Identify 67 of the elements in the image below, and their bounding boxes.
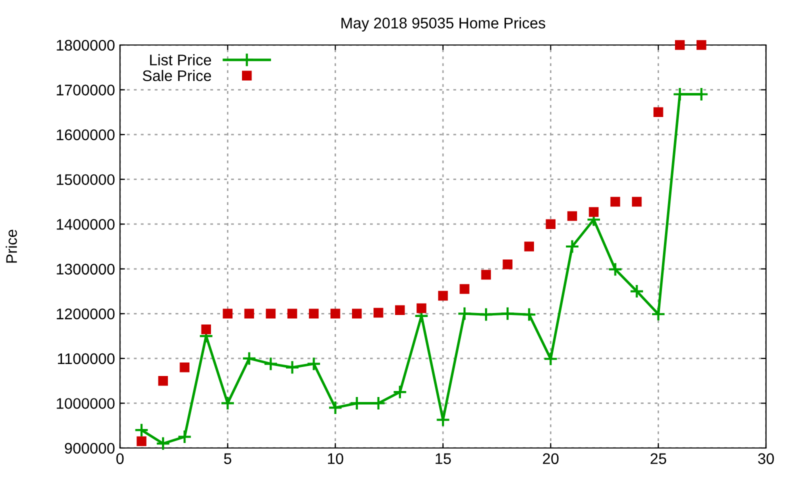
point [632, 196, 642, 207]
point [651, 306, 666, 322]
y-tick-label: 1800000 [56, 40, 115, 51]
x-tick-label: 10 [328, 453, 344, 464]
point [392, 384, 408, 400]
point [352, 308, 362, 319]
legend-label: Sale Price [142, 70, 212, 82]
point [330, 308, 340, 319]
point [306, 356, 322, 372]
point [588, 207, 599, 217]
point [524, 242, 534, 252]
y-tick-label: 1700000 [56, 84, 115, 96]
point [308, 308, 319, 319]
point [242, 351, 256, 366]
point [395, 305, 405, 315]
y-tick-label: 1400000 [56, 218, 115, 230]
point [653, 107, 664, 118]
point [244, 308, 254, 319]
point [136, 436, 146, 446]
x-tick-label: 5 [224, 453, 232, 464]
point [478, 307, 494, 322]
x-tick-label: 20 [542, 453, 559, 464]
y-tick-label: 1000000 [56, 398, 115, 409]
point [201, 324, 211, 334]
y-tick-label: 900000 [64, 442, 115, 454]
point [457, 306, 472, 321]
point [180, 362, 190, 372]
point [374, 308, 384, 318]
point [156, 436, 170, 451]
point [287, 308, 298, 319]
point [416, 303, 426, 314]
point [608, 262, 623, 277]
point [222, 308, 233, 319]
point [564, 239, 580, 254]
point [266, 308, 276, 319]
point [696, 40, 706, 50]
x-tick-label: 30 [758, 453, 774, 464]
y-tick-label: 1300000 [56, 264, 115, 275]
point [284, 360, 300, 375]
point [543, 352, 558, 366]
point [522, 307, 536, 322]
x-tick-label: 25 [650, 453, 666, 464]
y-tick-label: 1100000 [58, 353, 115, 364]
point [500, 306, 515, 321]
point [177, 430, 192, 444]
legend-label: List Price [150, 54, 212, 66]
point [328, 400, 343, 415]
y-axis-title: Price [6, 230, 17, 263]
y-tick-label: 1500000 [56, 174, 115, 186]
point [158, 376, 168, 386]
point [460, 284, 470, 294]
x-tick-label: 15 [436, 453, 451, 464]
x-tick-label: 0 [116, 453, 124, 464]
point [546, 219, 556, 229]
y-tick-label: 1600000 [56, 129, 115, 140]
chart-title: May 2018 95035 Home Prices [342, 17, 546, 32]
point [630, 284, 644, 299]
point [134, 422, 149, 438]
point [610, 196, 620, 207]
point [263, 356, 278, 372]
point [502, 260, 512, 270]
point [567, 211, 578, 221]
point [220, 396, 235, 411]
point [481, 270, 491, 280]
point [675, 40, 685, 50]
y-tick-label: 1200000 [56, 308, 115, 320]
point [438, 290, 448, 301]
